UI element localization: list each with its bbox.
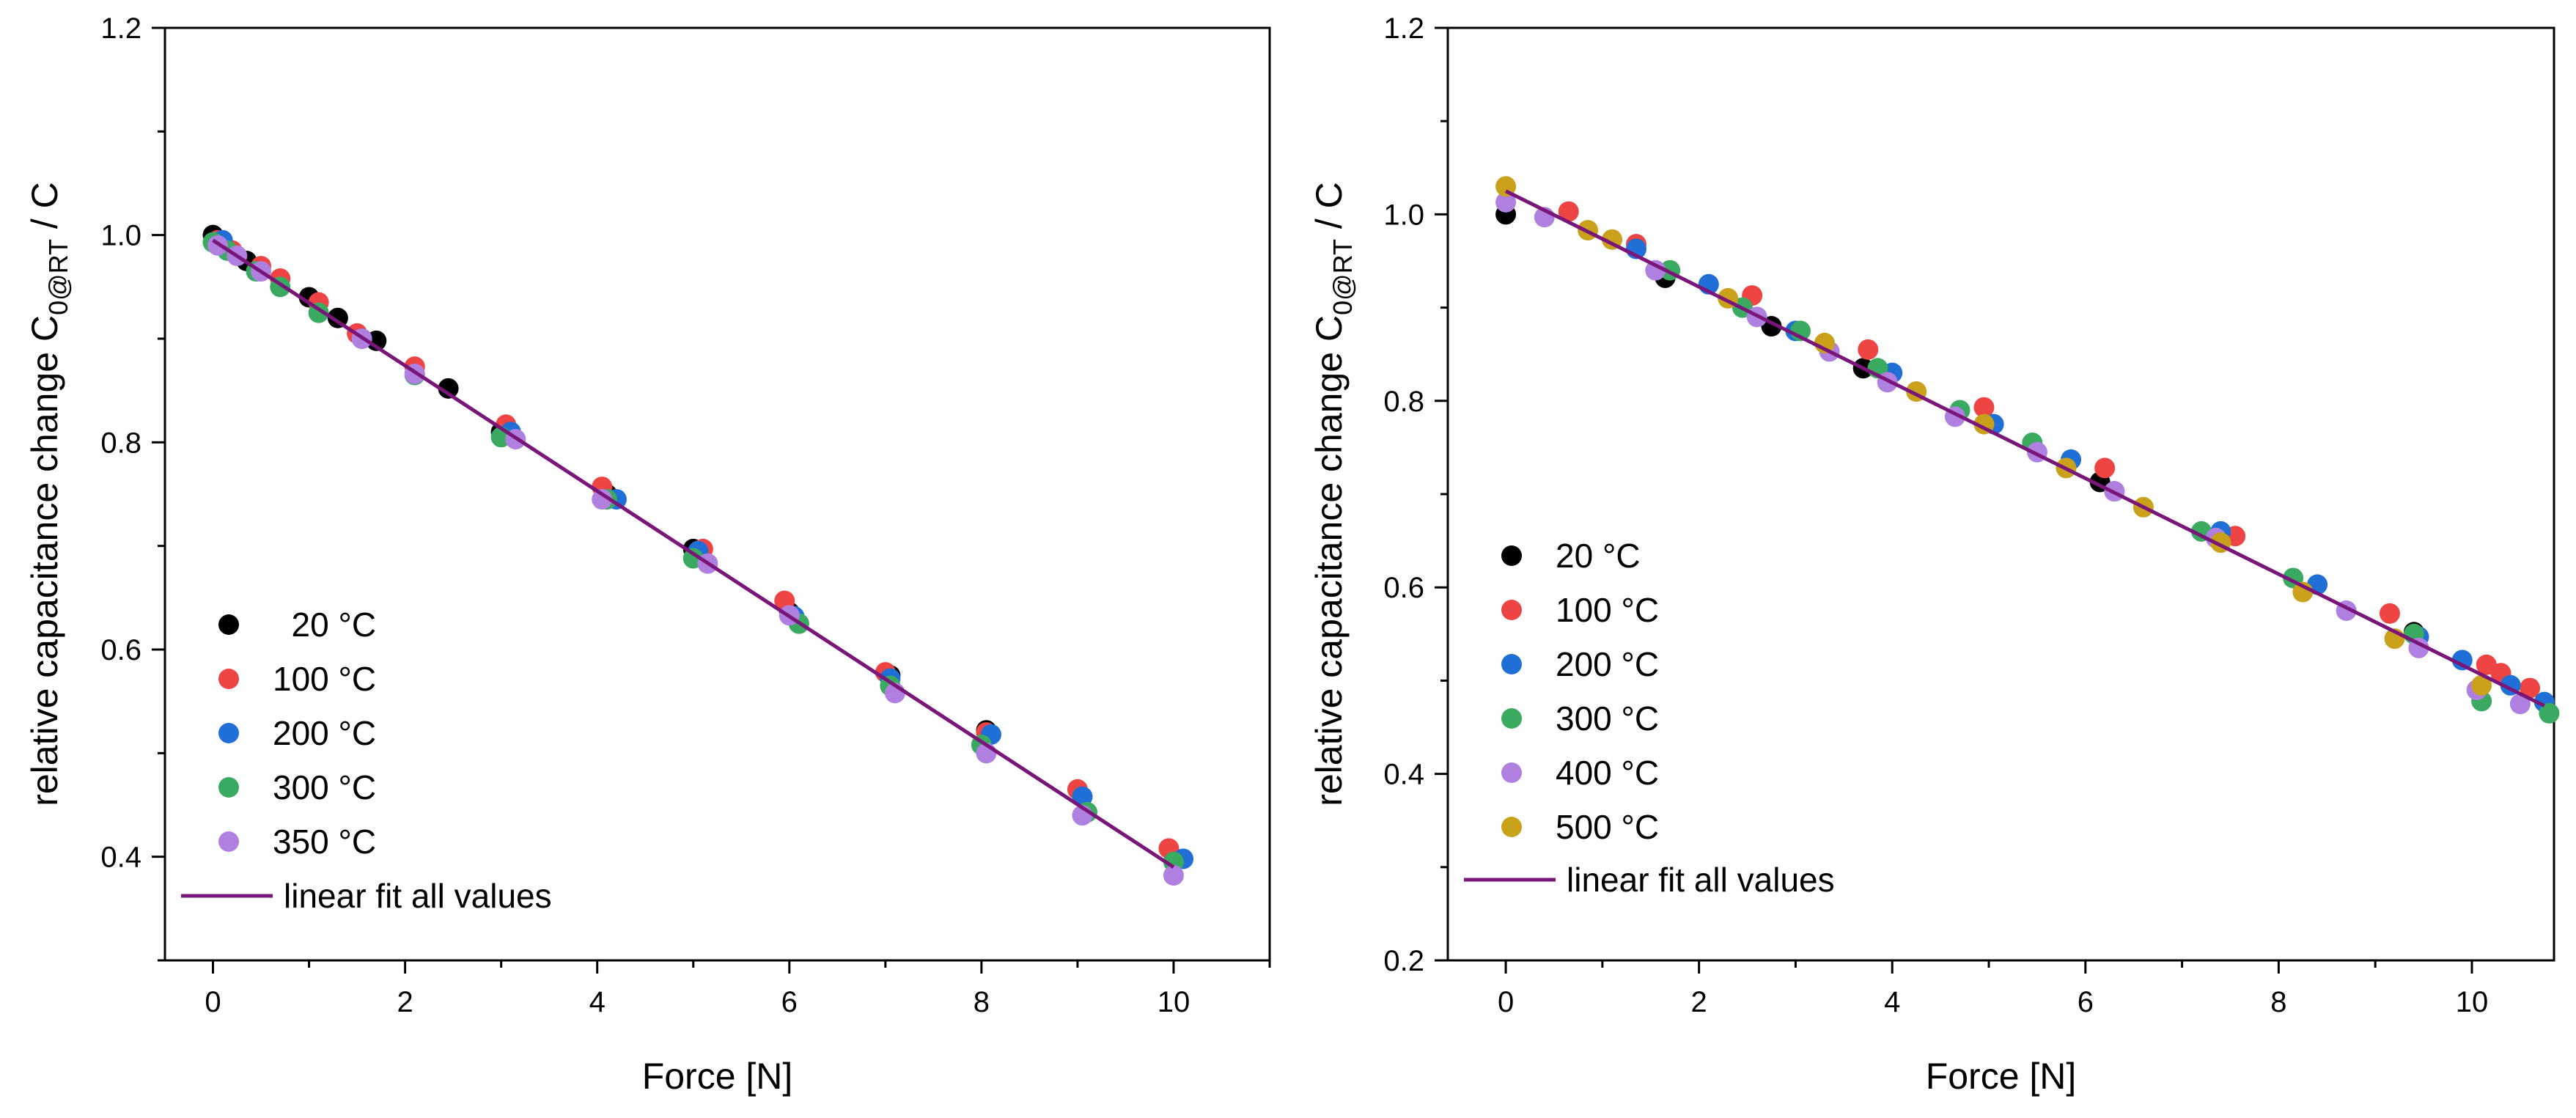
right-chart-panel: 0 2 4 6 8 10 0.2 0.4 0.6 0.8 1.0 1.2 Force [N] relati… — [1309, 12, 2560, 1097]
linear-fit-line — [1504, 189, 2545, 707]
legend-marker — [1501, 762, 1522, 783]
data-point — [592, 489, 613, 510]
data-point — [1558, 201, 1579, 222]
legend-label: 300 °C — [1556, 699, 1659, 738]
legend-label: 200 °C — [1556, 645, 1659, 683]
data-point — [2379, 603, 2400, 624]
x-tick-label: 6 — [2078, 986, 2094, 1018]
x-tick-label: 4 — [589, 986, 606, 1018]
y-tick-label: 1.0 — [1383, 199, 1424, 231]
legend-marker — [218, 669, 239, 689]
data-point — [2509, 694, 2531, 715]
data-point — [2520, 677, 2541, 699]
legend-marker — [218, 723, 239, 743]
x-tick-label: 2 — [397, 986, 413, 1018]
linear-fit-line — [212, 238, 1175, 869]
legend-marker — [218, 831, 239, 852]
data-point — [2094, 457, 2116, 479]
y-tick-label: 0.8 — [1383, 386, 1424, 418]
legend-marker — [1501, 545, 1522, 566]
legend-label: 500 °C — [1556, 808, 1659, 846]
y-axis-title: relative capacitance change C0@RT / C — [1309, 182, 1358, 806]
data-point — [1072, 786, 1093, 807]
data-point — [1973, 397, 1995, 418]
x-tick-label: 10 — [2456, 986, 2489, 1018]
y-tick-label: 0.8 — [100, 427, 141, 459]
y-axis-title-main: relative capacitance change C — [1309, 315, 1350, 806]
x-axis-title: Force [N] — [642, 1056, 793, 1097]
data-point — [1495, 176, 1517, 197]
data-point — [1645, 260, 1666, 281]
y-tick-label: 0.6 — [1383, 572, 1424, 604]
y-axis-title-suffix: / C — [24, 182, 65, 239]
legend-marker — [1501, 817, 1522, 837]
data-point — [2539, 702, 2560, 724]
legend-label: 300 °C — [273, 768, 376, 806]
y-tick-label: 0.2 — [1383, 945, 1424, 977]
left-chart-panel: 0 2 4 6 8 10 0.4 0.6 0.8 1.0 1.2 Force [N] relative … — [24, 12, 1271, 1097]
legend-marker — [218, 614, 239, 635]
legend-label: 20 °C — [1556, 537, 1641, 575]
y-tick-label: 1.2 — [100, 12, 141, 45]
data-point — [2451, 650, 2473, 671]
legend-fit-label: linear fit all values — [1567, 861, 1835, 899]
x-tick-label: 8 — [2270, 986, 2286, 1018]
x-tick-label: 10 — [1158, 986, 1191, 1018]
x-tick-label: 4 — [1884, 986, 1900, 1018]
x-tick-label: 0 — [205, 986, 221, 1018]
y-axis-title-subscript: 0@RT — [43, 239, 73, 315]
y-axis-title: relative capacitance change C0@RT / C — [24, 182, 73, 806]
y-tick-label: 0.4 — [100, 842, 141, 874]
y-axis-title-main: relative capacitance change C — [24, 315, 65, 806]
legend-marker — [1501, 600, 1522, 620]
data-point — [1495, 191, 1517, 213]
legend-marker — [218, 777, 239, 798]
x-axis-title: Force [N] — [1926, 1056, 2077, 1097]
data-point — [1858, 339, 1879, 360]
data-point — [2471, 674, 2492, 696]
x-tick-label: 0 — [1498, 986, 1514, 1018]
legend-label: 100 °C — [273, 660, 376, 698]
y-axis-title-suffix: / C — [1309, 182, 1350, 239]
data-point — [438, 378, 459, 399]
legend-fit-label: linear fit all values — [284, 877, 552, 915]
legend-label: 200 °C — [273, 714, 376, 752]
x-tick-label: 6 — [781, 986, 798, 1018]
legend-label: 350 °C — [273, 823, 376, 861]
legend-label: 400 °C — [1556, 754, 1659, 792]
y-axis-title-subscript: 0@RT — [1328, 239, 1358, 315]
y-tick-label: 0.4 — [1383, 759, 1424, 791]
legend-marker — [1501, 708, 1522, 729]
x-tick-label: 8 — [974, 986, 990, 1018]
y-tick-label: 1.0 — [100, 220, 141, 252]
y-tick-label: 1.2 — [1383, 12, 1424, 45]
legend-label: 100 °C — [1556, 591, 1659, 629]
legend-marker — [1501, 654, 1522, 674]
plot-frame — [163, 26, 1271, 962]
x-tick-label: 2 — [1691, 986, 1707, 1018]
legend-label: 20 °C — [273, 606, 376, 644]
data-point — [1163, 865, 1184, 886]
y-tick-label: 0.6 — [100, 634, 141, 666]
